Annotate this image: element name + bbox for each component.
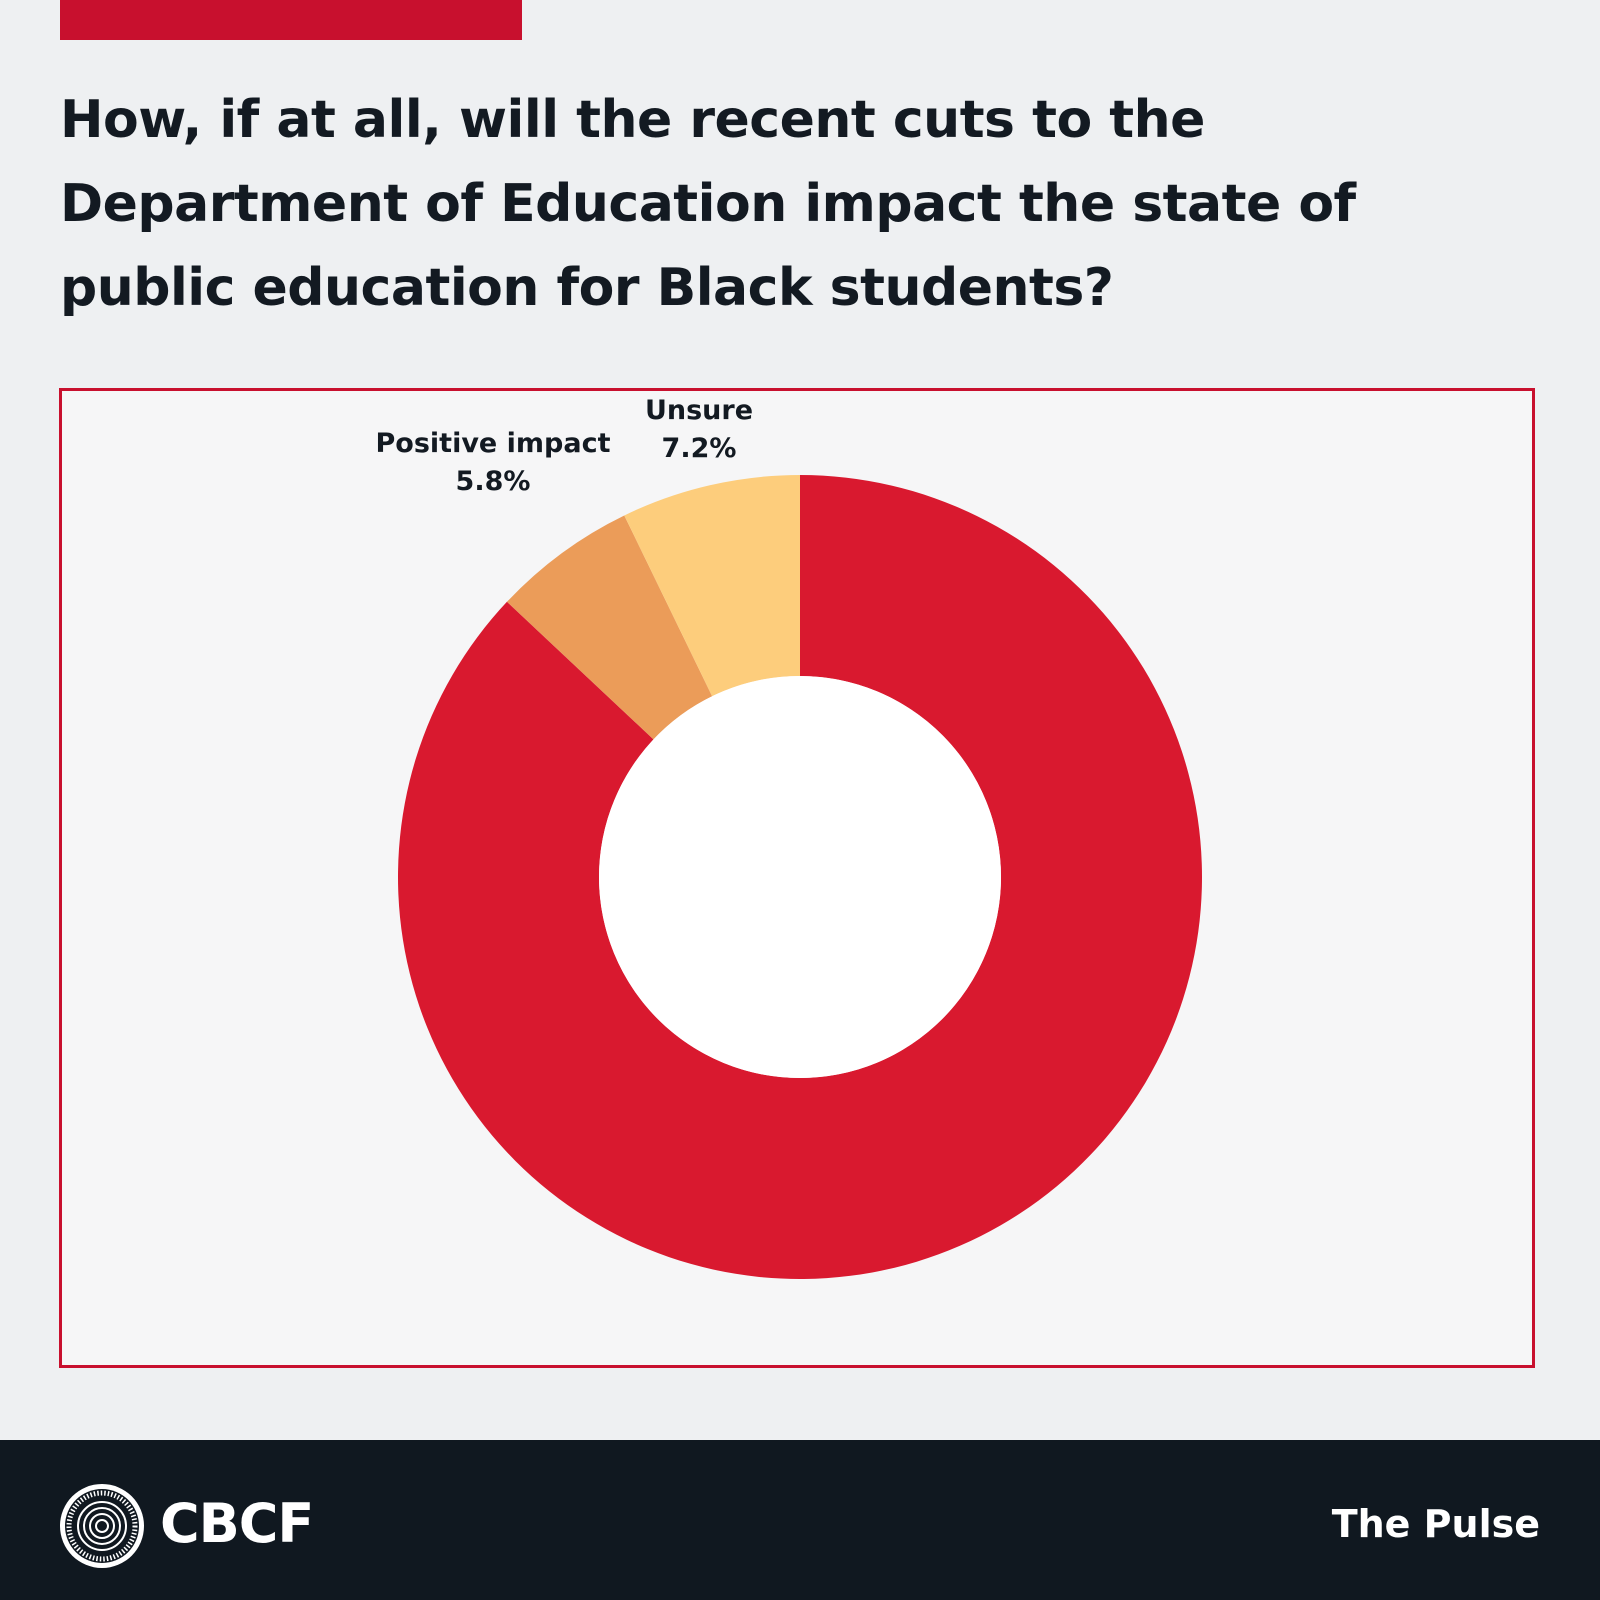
- cbcf-logo-text: CBCF: [160, 1492, 314, 1555]
- slice-label-positive-impact: Positive impact: [376, 428, 611, 459]
- slice-label-unsure: Unsure: [645, 395, 753, 426]
- donut-slice-negative-impact: [397, 475, 1203, 1279]
- cbcf-seal-icon: [60, 1484, 144, 1568]
- donut-hole: [599, 676, 1001, 1078]
- slice-value-positive-impact: 5.8%: [456, 466, 531, 497]
- donut-slice-unsure: [624, 475, 800, 697]
- donut-chart: Negative impact87%Positive impact5.8%Uns…: [376, 395, 1203, 1279]
- chart-frame: Negative impact87%Positive impact5.8%Uns…: [59, 388, 1535, 1368]
- slice-value-unsure: 7.2%: [662, 433, 737, 464]
- footer-bar: CBCF The Pulse: [0, 1440, 1600, 1600]
- accent-bar: [60, 0, 522, 40]
- the-pulse-label: The Pulse: [1331, 1502, 1540, 1546]
- chart-question-title: How, if at all, will the recent cuts to …: [60, 90, 1356, 318]
- donut-slice-positive-impact: [506, 515, 713, 740]
